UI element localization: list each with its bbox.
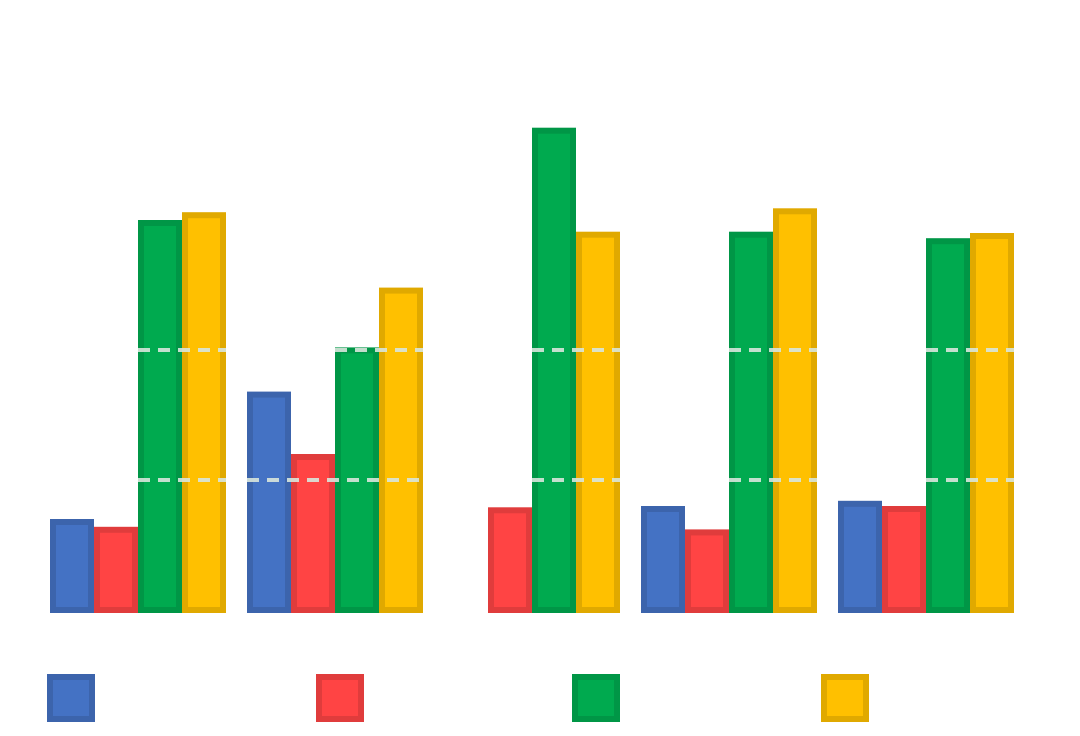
bar-group2-series2: [291, 454, 335, 613]
bar-group3-series3: [532, 127, 576, 613]
legend-swatch-series1: [47, 674, 95, 722]
legend-swatch-series3: [572, 674, 620, 722]
bar-group2-series4: [379, 287, 423, 613]
legend: [47, 674, 869, 722]
bar-group4-series4: [773, 208, 817, 614]
gridline-layer: [138, 348, 1014, 482]
bar-group5-series2: [882, 506, 926, 613]
bar-group1-series2: [94, 526, 138, 613]
bar-group4-series2: [685, 529, 729, 614]
bar-group4-series3: [729, 231, 773, 613]
bar-group5-series4: [970, 233, 1014, 613]
legend-swatch-series2: [316, 674, 364, 722]
bar-group2-series1: [247, 391, 291, 613]
bar-group1-series3: [138, 220, 182, 613]
bar-group4-series1: [641, 506, 685, 613]
bar-group1-series1: [50, 519, 94, 613]
bar-group3-series4: [576, 231, 620, 613]
bar-group3-series2: [488, 507, 532, 613]
bar-group5-series3: [926, 238, 970, 613]
bar-group1-series4: [182, 212, 226, 613]
legend-swatch-series4: [821, 674, 869, 722]
bar-layer: [50, 127, 1014, 614]
bar-group5-series1: [838, 500, 882, 613]
